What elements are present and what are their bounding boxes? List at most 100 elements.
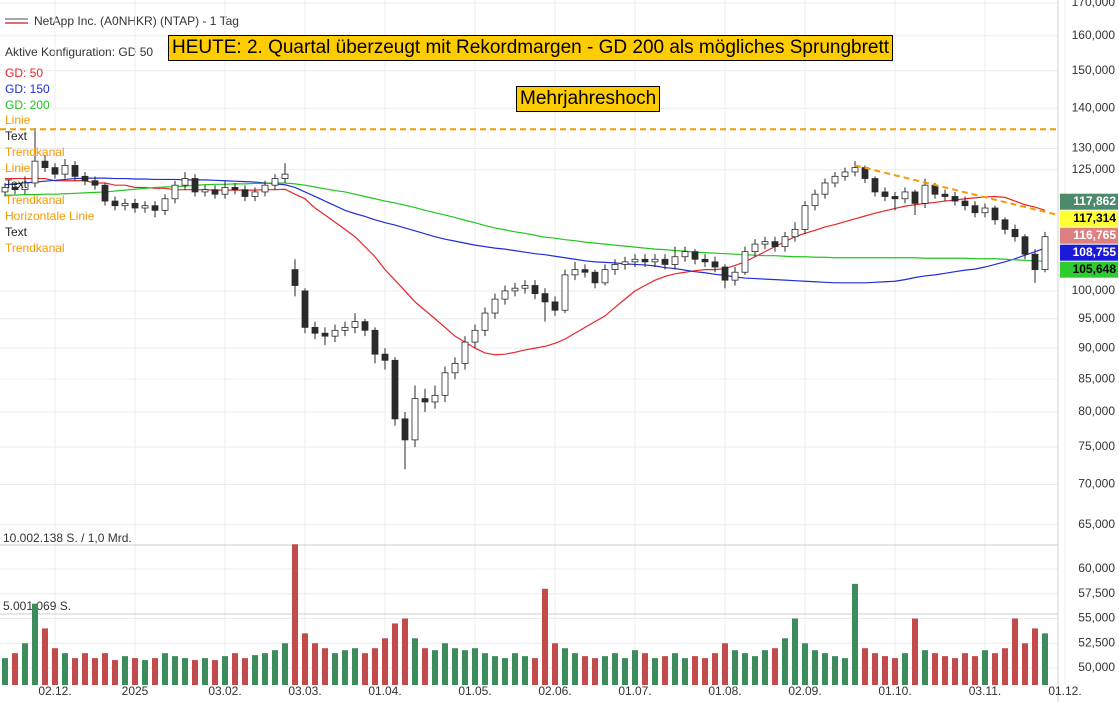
candle-body xyxy=(511,287,519,292)
candle-body xyxy=(31,160,39,184)
price-badge-label: 117,314 xyxy=(1073,211,1116,225)
volume-bar xyxy=(592,658,598,685)
volume-bar xyxy=(212,660,218,685)
drawing-tool-label: Text xyxy=(5,129,28,143)
volume-bar xyxy=(602,656,608,685)
volume-bar xyxy=(612,653,618,685)
volume-bar xyxy=(692,656,698,685)
candle-body xyxy=(961,200,969,207)
volume-bar xyxy=(142,660,148,685)
candle-body xyxy=(181,178,189,186)
x-tick-label: 01.07. xyxy=(618,684,651,698)
candle-body xyxy=(651,258,659,263)
candle-body xyxy=(1031,253,1039,271)
candle-body xyxy=(911,191,919,204)
x-tick-label: 03.11. xyxy=(969,684,1001,698)
volume-bar xyxy=(442,643,448,685)
volume-bar xyxy=(992,653,998,685)
price-badge-label: 108,755 xyxy=(1073,245,1117,259)
volume-bar xyxy=(842,658,848,685)
volume-bar xyxy=(472,648,478,685)
volume-bar xyxy=(192,660,198,685)
volume-bar xyxy=(782,638,788,685)
volume-bar xyxy=(42,628,48,685)
candle-body xyxy=(691,251,699,260)
candle-body xyxy=(571,269,579,276)
volume-bar xyxy=(762,650,768,685)
drawing-tool-label: Trendkanal xyxy=(5,193,65,207)
candle-body xyxy=(391,359,399,420)
volume-bar xyxy=(962,653,968,685)
candle-body xyxy=(591,271,599,284)
candle-body xyxy=(81,175,89,182)
price-badge-label: 116,765 xyxy=(1073,228,1116,242)
candle-body xyxy=(521,285,529,289)
volume-bar xyxy=(982,650,988,685)
legend-entry: GD: 200 xyxy=(5,98,50,112)
volume-bar xyxy=(922,650,928,685)
x-tick-label: 01.08. xyxy=(708,684,741,698)
volume-bar xyxy=(222,656,228,685)
candle-body xyxy=(921,184,929,204)
candle-body xyxy=(531,285,539,295)
candle-body xyxy=(551,301,559,311)
volume-bar xyxy=(182,658,188,685)
volume-bar xyxy=(712,653,718,685)
candle-body xyxy=(761,241,769,245)
volume-bar xyxy=(82,653,88,685)
candle-body xyxy=(1041,236,1049,271)
volume-bar xyxy=(652,658,658,685)
volume-bar xyxy=(122,656,128,685)
volume-bar xyxy=(322,648,328,685)
candle-body xyxy=(931,184,939,195)
candle-body xyxy=(241,189,249,197)
candle-body xyxy=(981,207,989,214)
volume-bar xyxy=(882,656,888,685)
volume-bar xyxy=(892,658,898,685)
volume-bar xyxy=(502,658,508,685)
y-tick-label: 125,000 xyxy=(1072,162,1116,176)
candle-body xyxy=(401,418,409,441)
volume-bar xyxy=(622,658,628,685)
candle-body xyxy=(561,274,569,311)
y-tick-label: 150,000 xyxy=(1072,63,1116,77)
candle-body xyxy=(271,178,279,186)
volume-bar xyxy=(1042,633,1048,685)
candle-body xyxy=(891,196,899,200)
volume-bar xyxy=(112,660,118,685)
candle-body xyxy=(191,178,199,193)
y-tick-label: 65,000 xyxy=(1078,517,1115,531)
price-badge-label: 105,648 xyxy=(1073,262,1117,276)
candle-body xyxy=(721,266,729,281)
candle-body xyxy=(711,261,719,268)
volume-bar xyxy=(742,653,748,685)
volume-tick-label: 52,500 xyxy=(1078,635,1115,649)
x-tick-label: 2025 xyxy=(122,684,149,698)
candle-body xyxy=(581,269,589,273)
volume-bar xyxy=(372,648,378,685)
candle-body xyxy=(441,372,449,396)
volume-bar xyxy=(452,648,458,685)
candle-body xyxy=(341,326,349,331)
candle-body xyxy=(871,178,879,193)
volume-bar xyxy=(542,588,548,685)
candle-body xyxy=(471,329,479,343)
volume-bar xyxy=(672,653,678,685)
volume-bar xyxy=(932,653,938,685)
volume-bar xyxy=(272,650,278,685)
price-badge xyxy=(1060,244,1118,261)
candle-body xyxy=(21,182,29,191)
volume-bar xyxy=(772,648,778,685)
volume-bar xyxy=(972,656,978,685)
candle-body xyxy=(1021,236,1029,255)
candle-body xyxy=(61,165,69,175)
volume-bar xyxy=(172,656,178,685)
candle-body xyxy=(491,298,499,314)
volume-bar xyxy=(702,658,708,685)
volume-bar xyxy=(942,656,948,685)
moving-average xyxy=(4,177,1046,284)
candle-body xyxy=(971,205,979,214)
volume-bar xyxy=(1022,643,1028,685)
